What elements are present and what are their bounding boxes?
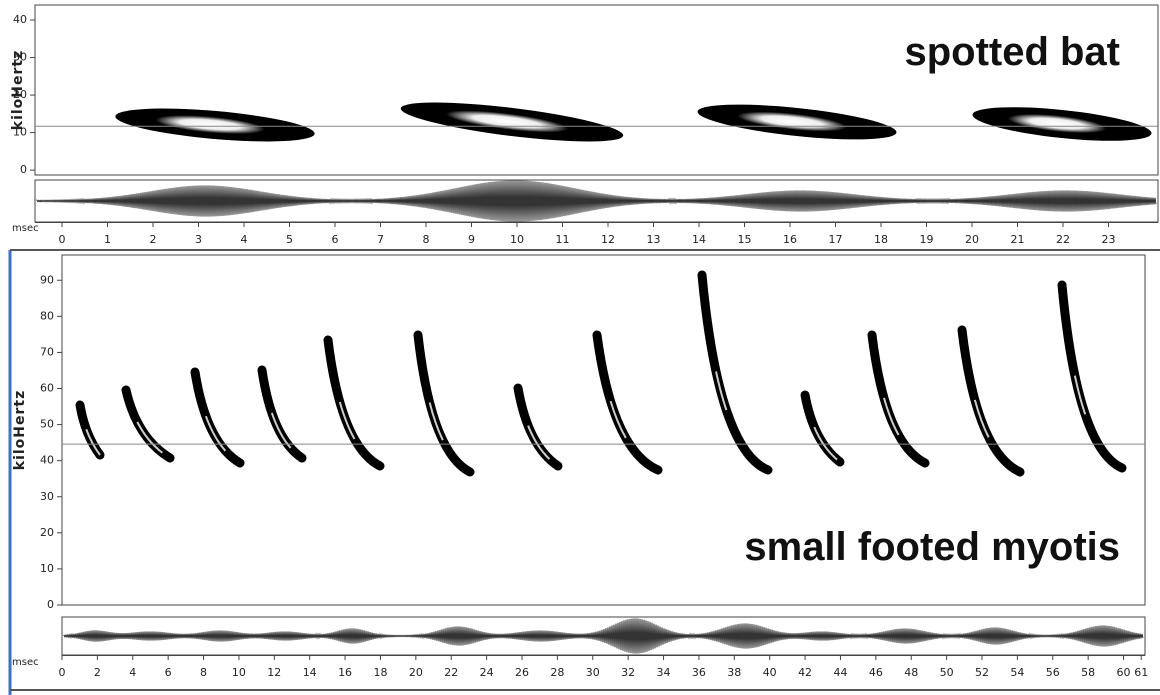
y-tick-label: 10	[40, 562, 54, 575]
x-tick-label: 40	[763, 666, 777, 679]
x-tick-label: 60	[1117, 666, 1131, 679]
x-tick-label: 2	[94, 666, 101, 679]
x-tick-label: 24	[480, 666, 494, 679]
y-tick-label: 60	[40, 382, 54, 395]
y-tick-label: 40	[13, 13, 27, 26]
y-tick-label: 40	[40, 454, 54, 467]
x-tick-label: 2	[150, 233, 157, 246]
x-tick-label: 16	[338, 666, 352, 679]
x-tick-label: 52	[975, 666, 989, 679]
x-tick-label: 16	[783, 233, 797, 246]
x-tick-label: 20	[409, 666, 423, 679]
x-tick-label: 4	[241, 233, 248, 246]
panel-title: small footed myotis	[744, 525, 1120, 569]
x-tick-label: 11	[556, 233, 570, 246]
x-tick-label: 42	[798, 666, 812, 679]
x-tick-label: 22	[1056, 233, 1070, 246]
x-tick-label: 13	[647, 233, 661, 246]
y-axis-label: kiloHertz	[12, 390, 28, 470]
x-axis-label: msec	[12, 657, 39, 668]
x-tick-label: 32	[621, 666, 635, 679]
x-tick-label: 12	[601, 233, 615, 246]
x-tick-label: 0	[59, 233, 66, 246]
panel-title: spotted bat	[904, 30, 1120, 74]
x-tick-label: 44	[833, 666, 847, 679]
x-tick-label: 50	[940, 666, 954, 679]
y-tick-label: 0	[47, 598, 54, 611]
x-tick-label: 9	[468, 233, 475, 246]
x-tick-label: 17	[829, 233, 843, 246]
y-tick-label: 20	[40, 526, 54, 539]
x-tick-label: 18	[874, 233, 888, 246]
x-tick-label: 12	[267, 666, 281, 679]
x-tick-label: 1	[104, 233, 111, 246]
x-tick-label: 6	[332, 233, 339, 246]
x-tick-label: 38	[727, 666, 741, 679]
x-tick-label: 14	[692, 233, 706, 246]
x-tick-label: 28	[550, 666, 564, 679]
x-tick-label: 10	[232, 666, 246, 679]
x-tick-label: 6	[165, 666, 172, 679]
x-tick-label: 58	[1081, 666, 1095, 679]
x-tick-label: 21	[1011, 233, 1025, 246]
x-tick-label: 56	[1046, 666, 1060, 679]
x-tick-label: 19	[920, 233, 934, 246]
x-axis-label: msec	[12, 223, 39, 234]
x-tick-label: 15	[738, 233, 752, 246]
y-tick-label: 0	[20, 163, 27, 176]
x-tick-label: 3	[195, 233, 202, 246]
x-tick-label: 0	[59, 666, 66, 679]
y-tick-label: 80	[40, 309, 54, 322]
y-tick-label: 90	[40, 273, 54, 286]
y-axis-label: kiloHertz	[10, 50, 26, 130]
y-tick-label: 30	[40, 490, 54, 503]
x-tick-label: 34	[657, 666, 671, 679]
x-tick-label: 46	[869, 666, 883, 679]
x-tick-label: 8	[200, 666, 207, 679]
y-tick-label: 70	[40, 345, 54, 358]
x-tick-label: 23	[1102, 233, 1116, 246]
x-tick-label: 8	[423, 233, 430, 246]
x-tick-label: 22	[444, 666, 458, 679]
x-tick-label: 7	[377, 233, 384, 246]
x-tick-label: 10	[510, 233, 524, 246]
x-tick-label: 61	[1134, 666, 1148, 679]
x-tick-label: 54	[1010, 666, 1024, 679]
x-tick-label: 4	[129, 666, 136, 679]
y-tick-label: 50	[40, 418, 54, 431]
x-tick-label: 30	[586, 666, 600, 679]
x-tick-label: 18	[373, 666, 387, 679]
x-tick-label: 26	[515, 666, 529, 679]
x-tick-label: 20	[965, 233, 979, 246]
x-tick-label: 14	[303, 666, 317, 679]
x-tick-label: 5	[286, 233, 293, 246]
x-tick-label: 36	[692, 666, 706, 679]
spectrogram-window: 010203040kiloHertz0123456789101112131415…	[0, 0, 1160, 695]
x-tick-label: 48	[904, 666, 918, 679]
